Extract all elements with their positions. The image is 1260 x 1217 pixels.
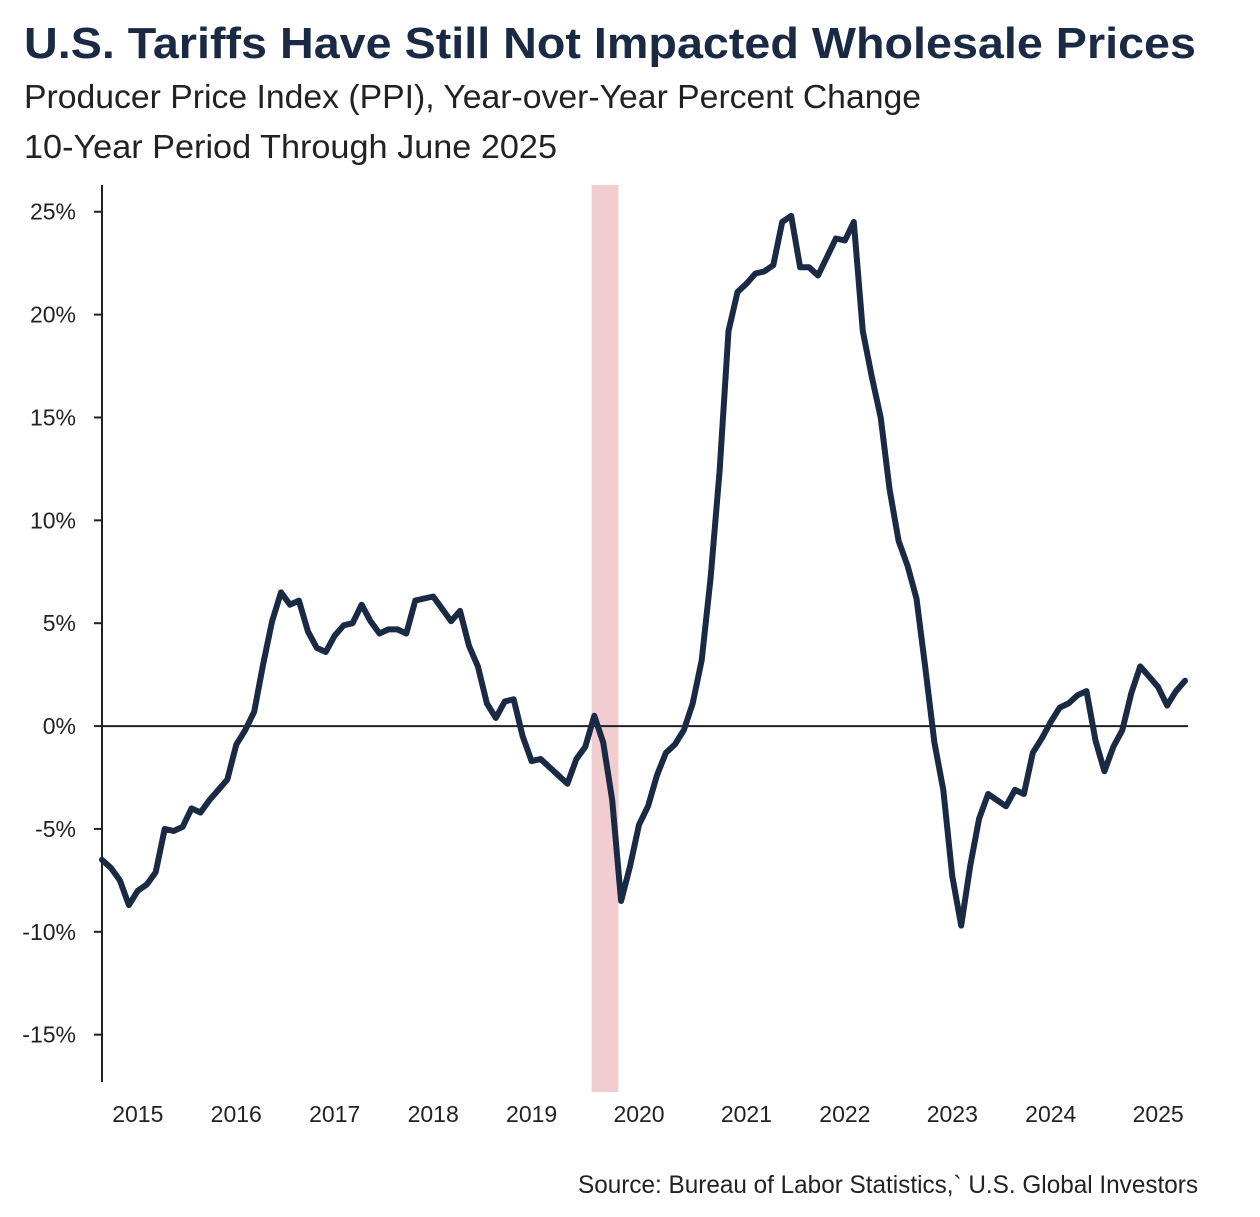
y-tick-label: 20% — [30, 302, 76, 328]
y-tick-label: 0% — [43, 713, 76, 739]
y-tick-label: 10% — [30, 507, 76, 533]
y-tick-label: 15% — [30, 404, 76, 430]
x-tick-label: 2017 — [309, 1101, 360, 1127]
x-tick-label: 2019 — [506, 1101, 557, 1127]
data-line — [99, 212, 1188, 929]
chart-subtitle: 10-Year Period Through June 2025 — [24, 128, 557, 165]
x-tick-label: 2016 — [211, 1101, 262, 1127]
x-tick-label: 2021 — [721, 1101, 772, 1127]
x-tick-label: 2020 — [613, 1101, 664, 1127]
x-tick-label: 2024 — [1025, 1101, 1076, 1127]
source-note: Source: Bureau of Labor Statistics,` U.S… — [578, 1171, 1198, 1199]
y-tick-label: 25% — [30, 199, 76, 225]
y-tick-label: -10% — [22, 919, 76, 945]
x-tick-label: 2023 — [927, 1101, 978, 1127]
x-tick-label: 2025 — [1133, 1101, 1184, 1127]
x-tick-label: 2022 — [819, 1101, 870, 1127]
y-tick-label: -15% — [22, 1022, 76, 1048]
highlight-band — [591, 185, 619, 1092]
chart-title: U.S. Tariffs Have Still Not Impacted Who… — [24, 19, 1196, 68]
chart-subtitle: Producer Price Index (PPI), Year-over-Ye… — [24, 78, 921, 115]
y-tick-label: -5% — [35, 816, 76, 842]
y-tick-label: 5% — [43, 610, 76, 636]
x-tick-label: 2018 — [408, 1101, 459, 1127]
x-tick-label: 2015 — [112, 1101, 163, 1127]
